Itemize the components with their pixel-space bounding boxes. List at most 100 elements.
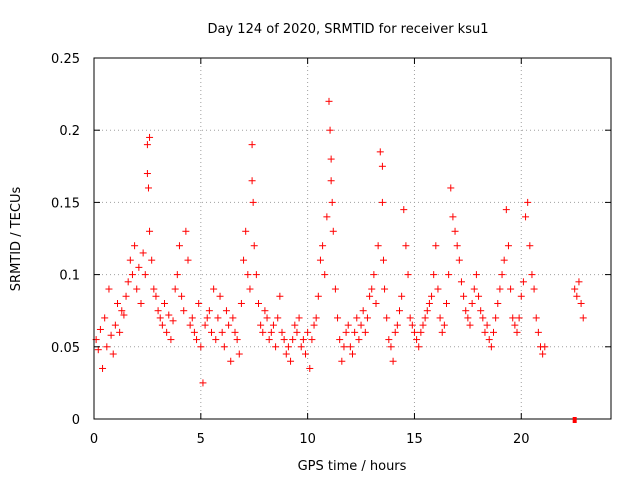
data-point — [379, 256, 387, 264]
data-point — [148, 256, 156, 264]
data-point — [481, 328, 489, 336]
data-point — [169, 317, 177, 325]
data-point — [327, 155, 335, 163]
data-point — [184, 256, 192, 264]
data-point — [240, 256, 248, 264]
data-point — [396, 307, 403, 315]
data-point — [133, 285, 141, 293]
data-point — [421, 314, 429, 322]
data-point — [190, 328, 198, 336]
data-point — [353, 314, 361, 322]
data-point — [116, 328, 124, 336]
data-point — [342, 328, 350, 336]
data-point — [229, 314, 237, 322]
data-point — [389, 357, 397, 365]
data-point — [359, 307, 367, 315]
data-point — [218, 328, 226, 336]
data-point — [432, 242, 440, 250]
data-point — [197, 343, 205, 351]
data-point — [263, 314, 271, 322]
data-point — [205, 307, 213, 315]
data-point — [455, 256, 463, 264]
data-point — [152, 292, 160, 300]
data-point — [231, 328, 239, 336]
data-point — [118, 307, 126, 315]
data-point — [361, 328, 369, 336]
data-point — [490, 328, 497, 336]
data-point — [212, 336, 220, 344]
data-point — [334, 314, 342, 322]
data-point — [496, 285, 504, 293]
data-point — [404, 271, 412, 279]
data-point — [310, 321, 318, 329]
data-point — [391, 328, 399, 336]
data-point — [199, 379, 207, 387]
data-point — [571, 285, 579, 293]
data-point — [165, 311, 173, 319]
data-point — [233, 336, 241, 344]
data-point — [203, 314, 211, 322]
data-point — [464, 314, 472, 322]
data-point — [154, 307, 162, 315]
data-point — [302, 350, 309, 358]
data-point — [579, 314, 587, 322]
data-point — [111, 321, 119, 329]
data-point — [406, 314, 414, 322]
data-point — [344, 321, 352, 329]
data-point — [466, 321, 474, 329]
data-point — [328, 198, 336, 206]
data-point — [502, 206, 510, 214]
data-point — [483, 321, 491, 329]
data-point — [287, 357, 295, 365]
data-point — [468, 299, 476, 307]
data-point — [150, 285, 158, 293]
data-point — [323, 213, 331, 221]
data-point — [186, 321, 194, 329]
data-point — [438, 328, 446, 336]
data-point — [146, 227, 154, 235]
data-point — [419, 321, 427, 329]
data-point — [329, 227, 337, 235]
data-point — [415, 343, 423, 351]
data-point — [96, 325, 104, 333]
data-point — [526, 242, 534, 250]
data-point — [261, 307, 269, 315]
data-point — [372, 299, 380, 307]
data-point — [259, 328, 267, 336]
data-point — [249, 198, 257, 206]
data-point — [312, 314, 320, 322]
data-point — [410, 328, 418, 336]
data-point — [460, 292, 468, 300]
y-tick-label: 0 — [72, 413, 80, 428]
data-point — [135, 263, 143, 271]
data-point — [498, 271, 506, 279]
data-point — [180, 307, 188, 315]
data-point — [124, 278, 132, 286]
data-point — [436, 314, 444, 322]
data-point — [161, 299, 168, 307]
data-point — [131, 242, 139, 250]
data-point — [370, 271, 378, 279]
data-point — [141, 271, 149, 279]
y-tick-label: 0.1 — [59, 269, 80, 284]
data-point — [293, 328, 301, 336]
data-point — [182, 227, 190, 235]
data-point — [338, 357, 346, 365]
data-point — [408, 321, 416, 329]
data-point — [158, 321, 166, 329]
data-point — [265, 336, 273, 344]
x-axis-label: GPS time / hours — [298, 459, 407, 474]
data-point — [114, 299, 121, 307]
data-point — [577, 299, 585, 307]
data-point — [453, 242, 461, 250]
data-point — [321, 271, 329, 279]
data-point — [366, 292, 374, 300]
data-point — [534, 328, 542, 336]
data-point — [528, 271, 536, 279]
data-point — [250, 242, 258, 250]
flag-marker — [572, 417, 577, 423]
data-point — [393, 321, 401, 329]
data-point — [462, 307, 470, 315]
data-point — [423, 307, 431, 315]
